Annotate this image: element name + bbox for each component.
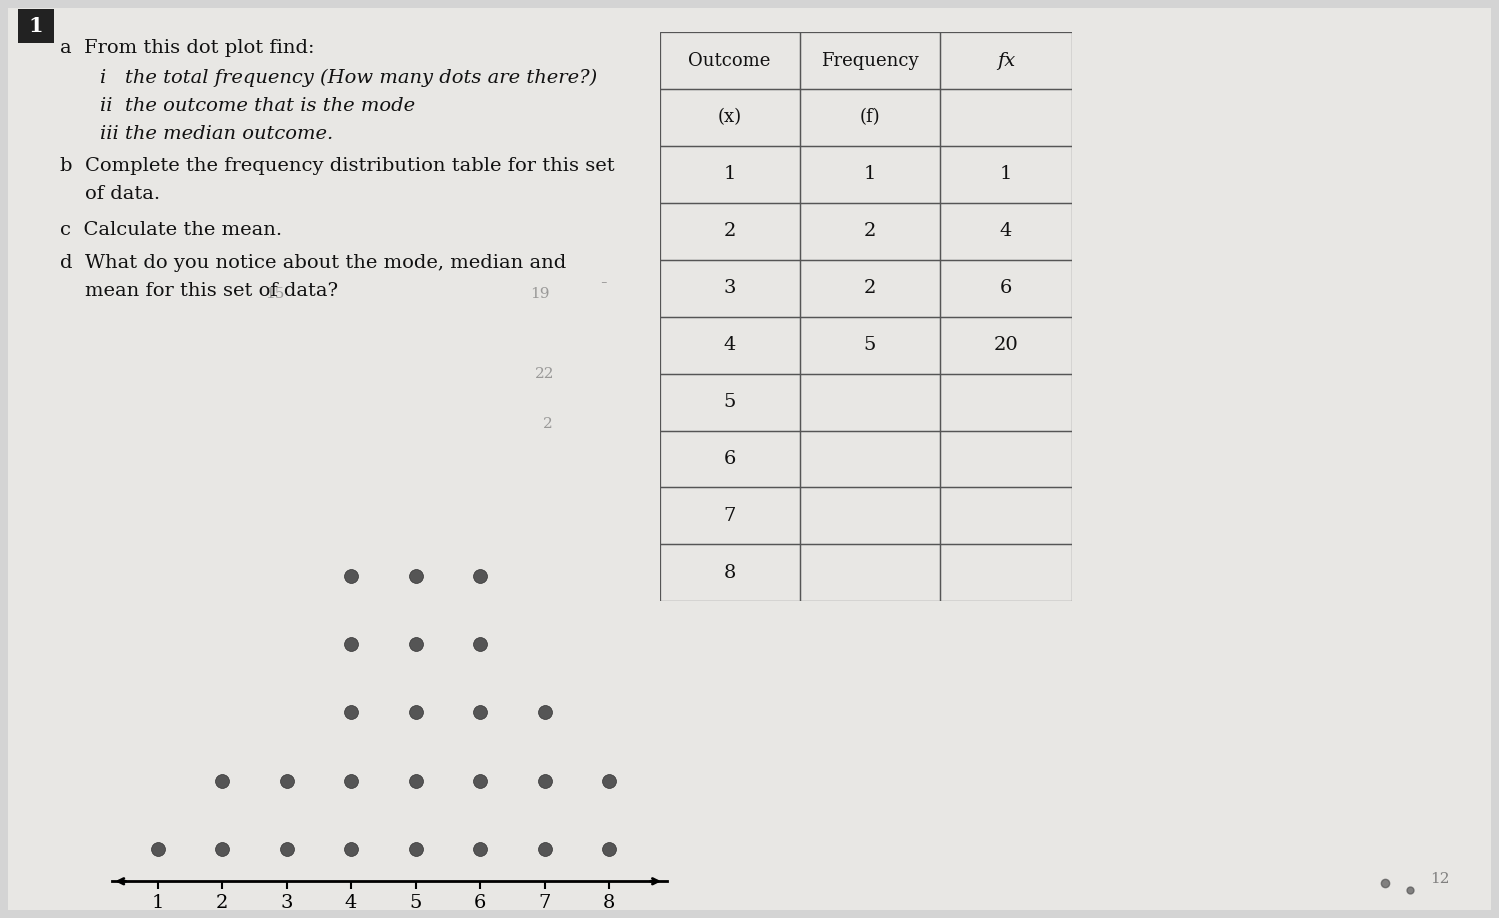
Bar [940,544,1072,601]
Text: of data.: of data. [60,185,160,203]
Text: 2: 2 [543,417,553,431]
Text: 2: 2 [863,222,875,241]
Bar [660,374,800,431]
Bar [940,260,1072,317]
Text: 12: 12 [1430,872,1450,886]
Bar [800,487,940,544]
Bar [800,89,940,146]
Text: ii  the outcome that is the mode: ii the outcome that is the mode [100,97,415,115]
Bar [940,203,1072,260]
Text: 5: 5 [863,336,875,354]
Bar [940,32,1072,89]
Text: 1: 1 [28,16,43,36]
Bar [800,431,940,487]
Text: 3: 3 [724,279,736,297]
Bar [660,260,800,317]
Bar [940,146,1072,203]
Text: i   the total frequency (How many dots are there?): i the total frequency (How many dots are… [100,69,597,87]
Bar [660,431,800,487]
Text: mean for this set of data?: mean for this set of data? [60,282,339,300]
Bar [660,317,800,374]
Text: 1: 1 [1000,165,1012,184]
Bar [940,374,1072,431]
Text: 2: 2 [724,222,736,241]
Text: fx: fx [997,51,1015,70]
Text: a  From this dot plot find:: a From this dot plot find: [60,39,315,57]
Text: 4: 4 [724,336,736,354]
Text: Outcome: Outcome [688,51,770,70]
Bar [800,374,940,431]
Text: 15: 15 [265,287,285,301]
Text: 8: 8 [724,564,736,582]
Text: -: - [600,274,607,292]
Text: 20: 20 [994,336,1018,354]
Bar [940,487,1072,544]
Bar [800,260,940,317]
Bar [660,487,800,544]
Text: c  Calculate the mean.: c Calculate the mean. [60,221,282,239]
Bar [940,89,1072,146]
Bar [660,544,800,601]
Bar [800,544,940,601]
Bar [660,89,800,146]
Bar [940,431,1072,487]
Text: 5: 5 [724,393,736,411]
Bar [660,32,800,89]
Bar [800,146,940,203]
Text: Frequency: Frequency [821,51,919,70]
Text: 1: 1 [863,165,875,184]
Text: (x): (x) [718,108,742,127]
Text: 4: 4 [1000,222,1012,241]
Text: b  Complete the frequency distribution table for this set: b Complete the frequency distribution ta… [60,157,615,175]
Text: 19: 19 [531,287,550,301]
Bar [800,203,940,260]
Text: iii the median outcome.: iii the median outcome. [100,125,333,143]
Bar [800,317,940,374]
Bar [18,9,54,43]
Text: 6: 6 [1000,279,1012,297]
Text: 22: 22 [535,367,555,381]
Text: d  What do you notice about the mode, median and: d What do you notice about the mode, med… [60,254,567,272]
Bar [660,203,800,260]
Text: 1: 1 [724,165,736,184]
Bar [940,317,1072,374]
Text: 6: 6 [724,450,736,468]
Text: 7: 7 [724,507,736,525]
Bar [660,146,800,203]
Text: (f): (f) [859,108,880,127]
Bar [800,32,940,89]
Text: 2: 2 [863,279,875,297]
